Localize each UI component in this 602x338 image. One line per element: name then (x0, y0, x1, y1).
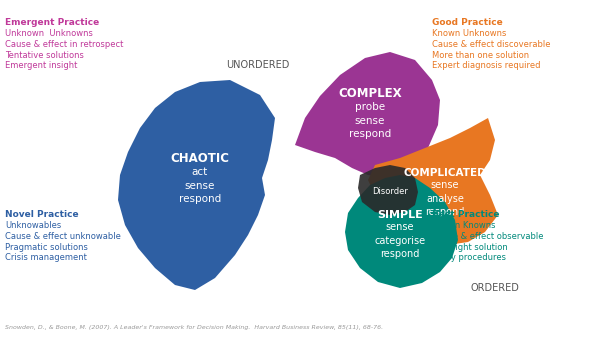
Polygon shape (295, 52, 440, 178)
Polygon shape (358, 165, 418, 215)
Text: Cause & effect in retrospect: Cause & effect in retrospect (5, 40, 123, 49)
Text: SIMPLE: SIMPLE (377, 210, 423, 220)
Text: Novel Practice: Novel Practice (5, 210, 79, 219)
Text: Disorder: Disorder (372, 188, 408, 196)
Text: act
sense
respond: act sense respond (179, 167, 221, 204)
Text: Cause & effect observable: Cause & effect observable (432, 232, 544, 241)
Text: Emergent insight: Emergent insight (5, 61, 78, 70)
Text: Tentative solutions: Tentative solutions (5, 50, 84, 59)
Text: Emergent Practice: Emergent Practice (5, 18, 99, 27)
Polygon shape (345, 175, 458, 288)
Text: Unknowables: Unknowables (5, 221, 61, 231)
Text: COMPLICATED: COMPLICATED (403, 168, 486, 178)
Text: Cause & effect discoverable: Cause & effect discoverable (432, 40, 550, 49)
Text: sense
categorise
respond: sense categorise respond (374, 222, 426, 259)
Text: COMPLEX: COMPLEX (338, 87, 402, 100)
Text: Good Practice: Good Practice (432, 18, 503, 27)
Text: Expert diagnosis required: Expert diagnosis required (432, 61, 541, 70)
Polygon shape (118, 80, 275, 290)
Text: probe
sense
respond: probe sense respond (349, 102, 391, 139)
Text: Cause & effect unknowable: Cause & effect unknowable (5, 232, 121, 241)
Text: ORDERED: ORDERED (471, 283, 520, 293)
Polygon shape (368, 118, 498, 245)
Text: CHAOTIC: CHAOTIC (170, 152, 229, 165)
Text: Known Knowns: Known Knowns (432, 221, 495, 231)
Text: Unknown  Unknowns: Unknown Unknowns (5, 29, 93, 39)
Text: Known Unknowns: Known Unknowns (432, 29, 506, 39)
Text: Apply procedures: Apply procedures (432, 253, 506, 262)
Text: Crisis management: Crisis management (5, 253, 87, 262)
Text: More than one solution: More than one solution (432, 50, 529, 59)
Text: UNORDERED: UNORDERED (226, 60, 290, 70)
Text: One right solution: One right solution (432, 242, 507, 251)
Text: Best Practice: Best Practice (432, 210, 500, 219)
Text: sense
analyse
respond: sense analyse respond (425, 180, 465, 217)
Text: Snowden, D., & Boone, M. (2007). A Leader's Framework for Decision Making.  Harv: Snowden, D., & Boone, M. (2007). A Leade… (5, 325, 383, 330)
Text: Pragmatic solutions: Pragmatic solutions (5, 242, 88, 251)
